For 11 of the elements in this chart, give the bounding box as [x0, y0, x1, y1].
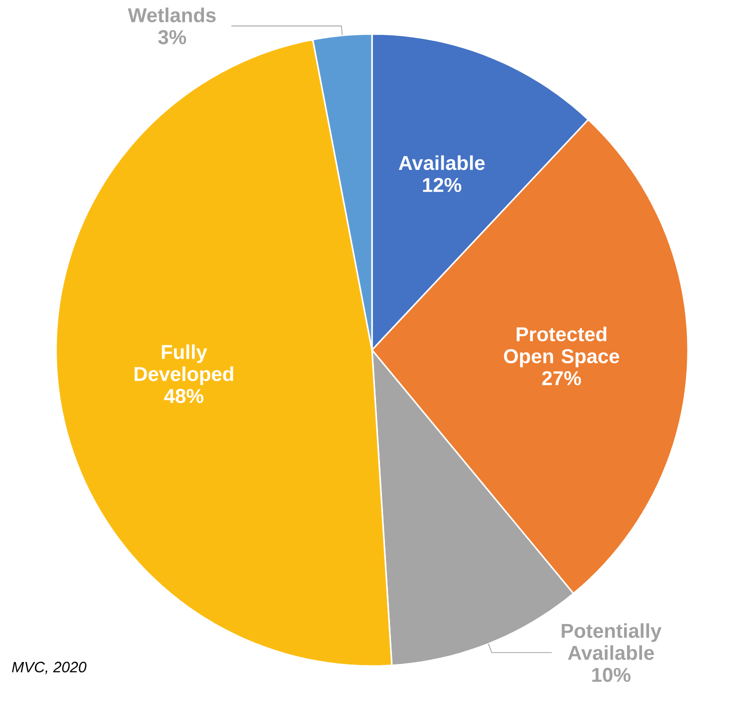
data-label: 48%	[164, 388, 204, 404]
slice-label: Wetlands	[128, 8, 216, 22]
data-label: 27%	[542, 371, 581, 386]
data-label: 10%	[592, 668, 630, 682]
slice-label: Protected Open Space	[504, 326, 620, 368]
data-label: 3%	[158, 30, 186, 44]
slice-label: Fully Developed	[134, 344, 234, 386]
slice-label: Potentially Available	[562, 623, 662, 660]
text: MVC, 2020	[12, 662, 86, 674]
data-label: 12%	[423, 178, 462, 192]
slice-label: Available	[398, 155, 485, 170]
